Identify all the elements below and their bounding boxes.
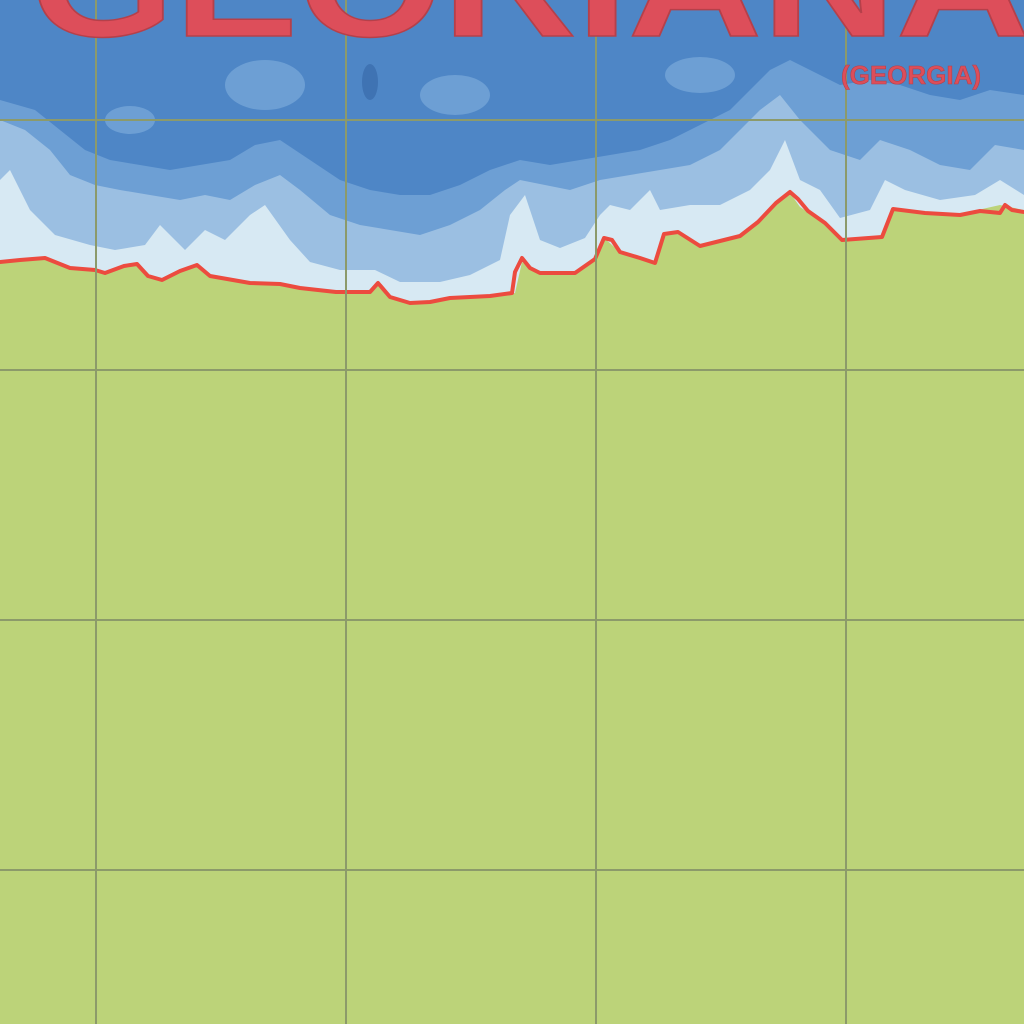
shoal-patch: [225, 60, 305, 110]
shoal-patch: [420, 75, 490, 115]
deep-trench: [362, 64, 378, 100]
deep-water-band: [0, 0, 1024, 195]
sea-name-label: GEORIANA: [30, 0, 1024, 68]
water-body: [0, 0, 1024, 303]
shoal-patch: [665, 57, 735, 93]
coastline: [0, 190, 1024, 305]
sea-name-translation-label: (GEORGIA): [841, 60, 981, 90]
